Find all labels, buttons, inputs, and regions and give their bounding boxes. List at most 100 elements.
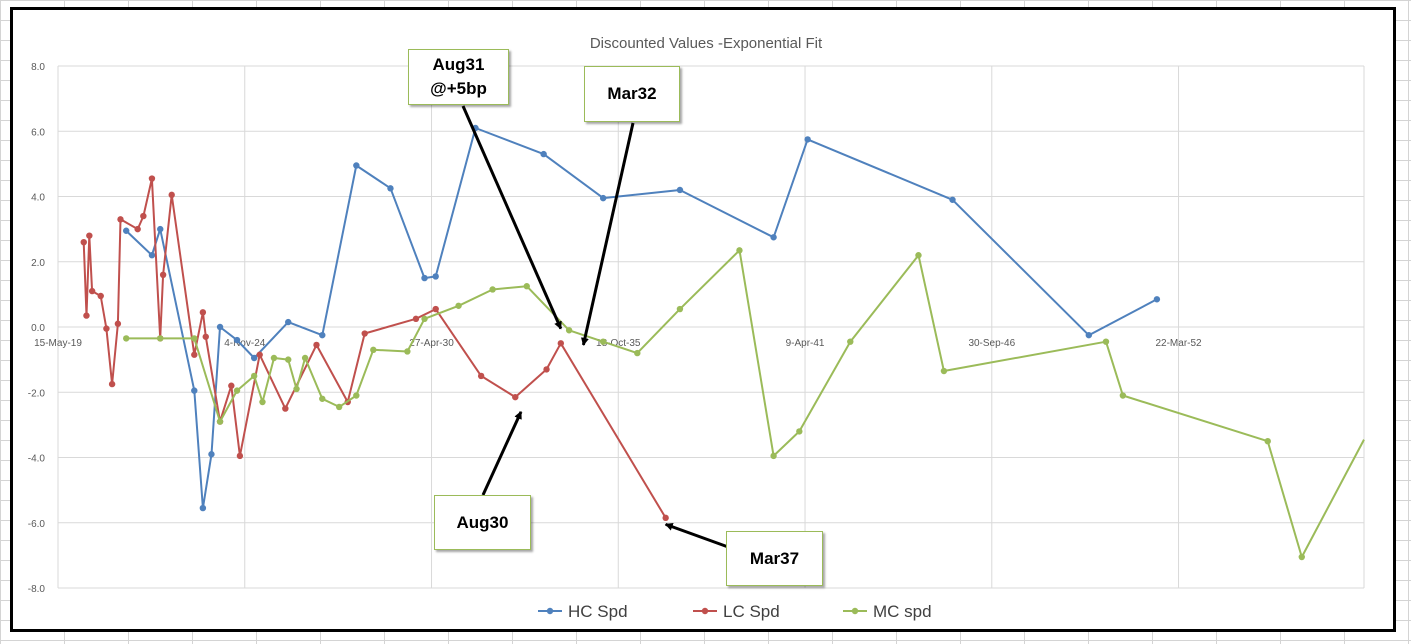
series-hc-spd [122, 124, 1161, 512]
data-point [1119, 392, 1127, 399]
callout-mar32-line-1: Mar32 [607, 84, 657, 103]
data-point [191, 351, 198, 358]
data-point [319, 331, 326, 339]
legend-item-mc-spd[interactable]: MC spd [843, 602, 932, 621]
data-point [191, 387, 198, 394]
data-point [202, 333, 209, 340]
callout-aug30-line-1: Aug30 [456, 512, 509, 532]
callout-aug31-arrow [461, 105, 563, 330]
callout-aug31-line-1: Aug31 [432, 55, 485, 74]
legend-label: MC spd [873, 602, 932, 621]
data-point [599, 194, 607, 202]
data-point [216, 323, 224, 331]
legend-item-lc-spd[interactable]: LC Spd [693, 602, 780, 621]
data-point [103, 325, 110, 332]
data-point [168, 191, 175, 199]
data-point [361, 330, 368, 337]
chart-plot: -8.0 -6.0 -4.0 -2.0 0.0 2.0 4.0 6.0 8.0 15-May-1… [28, 35, 1365, 621]
legend: HC Spd LC Spd MC spd [538, 602, 932, 621]
data-point [157, 335, 164, 342]
data-point [489, 286, 496, 293]
x-axis-tick-labels: 15-May-19 4-Nov-24 27-Apr-30 18-Oct-35 9-Apr… [34, 338, 1202, 349]
callout-aug31-line-2: @+5bp [430, 79, 487, 98]
data-point [770, 234, 777, 241]
data-point [676, 305, 684, 313]
data-point [370, 346, 377, 354]
x-tick-label: 15-May-19 [34, 338, 82, 349]
data-point [191, 335, 198, 342]
y-tick-label: 4.0 [31, 193, 45, 204]
data-point [353, 162, 360, 169]
y-tick-label: 2.0 [31, 258, 45, 269]
data-point [421, 315, 428, 323]
data-point [148, 252, 156, 259]
data-point [233, 387, 241, 394]
data-point [676, 186, 684, 194]
data-point [148, 175, 156, 182]
y-axis-tick-labels: -8.0 -6.0 -4.0 -2.0 0.0 2.0 4.0 6.0 8.0 [28, 62, 46, 595]
data-point [108, 380, 116, 388]
data-point [940, 367, 948, 375]
x-tick-label: 22-Mar-52 [1155, 338, 1202, 349]
y-tick-label: -4.0 [28, 454, 46, 465]
data-point [335, 403, 343, 411]
legend-marker [546, 607, 554, 615]
data-point [236, 452, 244, 460]
callout-aug30: Aug30 [434, 495, 531, 550]
x-tick-label: 30-Sep-46 [968, 338, 1015, 349]
data-point [557, 340, 565, 347]
data-point [293, 385, 300, 393]
x-tick-label: 4-Nov-24 [224, 338, 266, 349]
legend-label: HC Spd [568, 602, 628, 621]
callout-arrows [461, 105, 754, 558]
data-point [83, 312, 90, 319]
data-point [80, 238, 87, 246]
data-point [1264, 437, 1271, 445]
data-point [250, 354, 258, 362]
data-point [159, 271, 167, 278]
data-point [804, 136, 811, 143]
data-point [256, 351, 263, 358]
data-point [282, 405, 289, 412]
callout-mar32-arrow [581, 122, 635, 346]
data-point [208, 451, 215, 458]
series-line [125, 127, 1158, 510]
data-point [796, 428, 803, 435]
data-point [455, 302, 462, 309]
data-point [250, 372, 258, 380]
legend-item-hc-spd[interactable]: HC Spd [538, 602, 628, 621]
y-tick-label: 6.0 [31, 127, 45, 138]
data-point [387, 185, 394, 192]
data-point [432, 305, 439, 313]
data-point [228, 382, 235, 389]
data-point [134, 225, 141, 233]
series-lines [80, 124, 1365, 561]
legend-marker [851, 607, 859, 615]
callout-aug31: Aug31 @+5bp [408, 49, 509, 105]
series-mc-spd [122, 247, 1365, 561]
data-point [847, 338, 854, 345]
y-tick-label: 8.0 [31, 62, 45, 73]
data-point [301, 354, 309, 362]
data-point [599, 338, 607, 345]
data-point [736, 247, 743, 254]
y-tick-label: -8.0 [28, 584, 46, 595]
data-point [662, 514, 669, 522]
data-point [140, 212, 147, 220]
data-point [122, 335, 130, 342]
data-point [216, 418, 224, 425]
data-point [949, 196, 956, 203]
data-point [1298, 553, 1305, 561]
data-point [543, 366, 550, 373]
data-point [915, 252, 922, 259]
data-point [259, 398, 266, 406]
data-point [412, 315, 420, 323]
chart-area[interactable]: -8.0 -6.0 -4.0 -2.0 0.0 2.0 4.0 6.0 8.0 15-May-1… [10, 7, 1396, 632]
data-point [512, 393, 519, 401]
data-point [770, 452, 777, 460]
data-point [285, 318, 292, 326]
data-point [233, 336, 241, 344]
data-point [477, 372, 485, 380]
chart-title: Discounted Values -Exponential Fit [590, 35, 823, 52]
legend-label: LC Spd [723, 602, 780, 621]
